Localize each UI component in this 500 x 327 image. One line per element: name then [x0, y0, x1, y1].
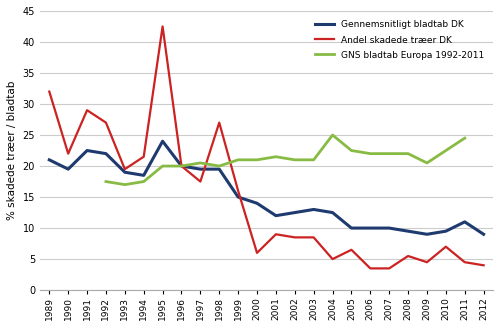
Gennemsnitligt bladtab DK — [292, 211, 298, 215]
GNS bladtab Europa 1992-2011 — [310, 158, 316, 162]
Line: Gennemsnitligt bladtab DK: Gennemsnitligt bladtab DK — [50, 141, 484, 234]
Gennemsnitligt bladtab DK — [273, 214, 279, 218]
Gennemsnitligt bladtab DK — [235, 195, 241, 199]
Gennemsnitligt bladtab DK — [386, 226, 392, 230]
Andel skadede træer DK — [368, 267, 374, 270]
GNS bladtab Europa 1992-2011 — [330, 133, 336, 137]
Andel skadede træer DK — [140, 155, 146, 159]
Andel skadede træer DK — [160, 25, 166, 28]
GNS bladtab Europa 1992-2011 — [235, 158, 241, 162]
Gennemsnitligt bladtab DK — [178, 164, 184, 168]
GNS bladtab Europa 1992-2011 — [424, 161, 430, 165]
Andel skadede træer DK — [424, 260, 430, 264]
Andel skadede træer DK — [254, 251, 260, 255]
Gennemsnitligt bladtab DK — [160, 139, 166, 143]
Gennemsnitligt bladtab DK — [84, 148, 90, 152]
GNS bladtab Europa 1992-2011 — [160, 164, 166, 168]
Andel skadede træer DK — [178, 164, 184, 168]
Gennemsnitligt bladtab DK — [198, 167, 203, 171]
Andel skadede træer DK — [292, 235, 298, 239]
Gennemsnitligt bladtab DK — [140, 173, 146, 177]
Andel skadede træer DK — [103, 121, 109, 125]
GNS bladtab Europa 1992-2011 — [368, 152, 374, 156]
Andel skadede træer DK — [405, 254, 411, 258]
Gennemsnitligt bladtab DK — [368, 226, 374, 230]
Andel skadede træer DK — [443, 245, 449, 249]
Andel skadede træer DK — [330, 257, 336, 261]
Andel skadede træer DK — [84, 108, 90, 112]
GNS bladtab Europa 1992-2011 — [462, 136, 468, 140]
GNS bladtab Europa 1992-2011 — [178, 164, 184, 168]
Andel skadede træer DK — [310, 235, 316, 239]
Line: GNS bladtab Europa 1992-2011: GNS bladtab Europa 1992-2011 — [106, 135, 465, 185]
Gennemsnitligt bladtab DK — [216, 167, 222, 171]
Andel skadede træer DK — [348, 248, 354, 252]
Andel skadede træer DK — [65, 152, 71, 156]
Legend: Gennemsnitligt bladtab DK, Andel skadede træer DK, GNS bladtab Europa 1992-2011: Gennemsnitligt bladtab DK, Andel skadede… — [311, 15, 488, 64]
Andel skadede træer DK — [216, 121, 222, 125]
GNS bladtab Europa 1992-2011 — [254, 158, 260, 162]
Andel skadede træer DK — [462, 260, 468, 264]
GNS bladtab Europa 1992-2011 — [292, 158, 298, 162]
GNS bladtab Europa 1992-2011 — [348, 148, 354, 152]
Line: Andel skadede træer DK: Andel skadede træer DK — [50, 26, 484, 268]
Gennemsnitligt bladtab DK — [65, 167, 71, 171]
Gennemsnitligt bladtab DK — [480, 232, 486, 236]
GNS bladtab Europa 1992-2011 — [405, 152, 411, 156]
Gennemsnitligt bladtab DK — [462, 220, 468, 224]
GNS bladtab Europa 1992-2011 — [443, 148, 449, 152]
Gennemsnitligt bladtab DK — [424, 232, 430, 236]
GNS bladtab Europa 1992-2011 — [198, 161, 203, 165]
Andel skadede træer DK — [46, 90, 52, 94]
Andel skadede træer DK — [198, 180, 203, 183]
Gennemsnitligt bladtab DK — [103, 152, 109, 156]
Gennemsnitligt bladtab DK — [405, 229, 411, 233]
GNS bladtab Europa 1992-2011 — [216, 164, 222, 168]
Andel skadede træer DK — [122, 167, 128, 171]
GNS bladtab Europa 1992-2011 — [386, 152, 392, 156]
Gennemsnitligt bladtab DK — [46, 158, 52, 162]
Gennemsnitligt bladtab DK — [330, 211, 336, 215]
Gennemsnitligt bladtab DK — [122, 170, 128, 174]
GNS bladtab Europa 1992-2011 — [140, 180, 146, 183]
Andel skadede træer DK — [235, 189, 241, 193]
Andel skadede træer DK — [480, 263, 486, 267]
Gennemsnitligt bladtab DK — [254, 201, 260, 205]
Gennemsnitligt bladtab DK — [310, 208, 316, 212]
Andel skadede træer DK — [386, 267, 392, 270]
Y-axis label: % skadede træer / bladtab: % skadede træer / bladtab — [7, 81, 17, 220]
Gennemsnitligt bladtab DK — [348, 226, 354, 230]
GNS bladtab Europa 1992-2011 — [273, 155, 279, 159]
Andel skadede træer DK — [273, 232, 279, 236]
GNS bladtab Europa 1992-2011 — [103, 180, 109, 183]
GNS bladtab Europa 1992-2011 — [122, 183, 128, 187]
Gennemsnitligt bladtab DK — [443, 229, 449, 233]
